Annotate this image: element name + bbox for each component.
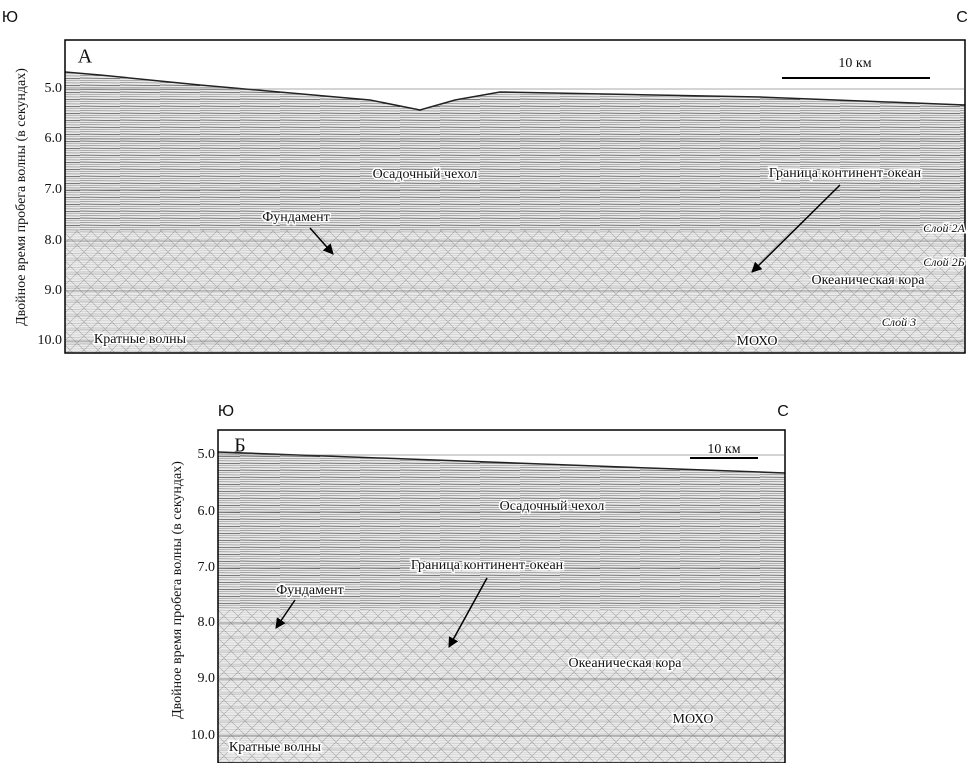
y-tick-label: 10.0	[191, 728, 216, 743]
annotation: Океаническая кора	[811, 273, 925, 288]
y-tick-label: 10.0	[38, 333, 63, 348]
direction-label: С	[956, 9, 968, 26]
annotation: Осадочный чехол	[373, 167, 478, 182]
annotation: Слой 3	[882, 315, 916, 329]
direction-label: Ю	[2, 9, 18, 26]
y-axis-label: Двойное время пробега волны (в секундах)	[170, 461, 185, 719]
y-tick-label: 7.0	[45, 182, 63, 197]
y-tick-label: 6.0	[45, 131, 63, 146]
annotation: Кратные волны	[94, 332, 187, 347]
direction-label: С	[777, 403, 789, 420]
panel-letter: Б	[234, 435, 245, 457]
y-tick-label: 5.0	[198, 447, 216, 462]
scale-label: 10 км	[838, 56, 871, 71]
annotation: Слой 2Б	[923, 255, 964, 269]
y-tick-label: 5.0	[45, 81, 63, 96]
annotation: МОХО	[673, 712, 714, 727]
seismic-basement	[65, 230, 965, 353]
y-tick-label: 6.0	[198, 504, 216, 519]
annotation: Граница континент-океан	[769, 166, 922, 181]
annotation: Кратные волны	[229, 740, 322, 755]
y-axis-label: Двойное время пробега волны (в секундах)	[14, 68, 29, 326]
y-tick-label: 7.0	[198, 560, 216, 575]
annotation: Граница континент-океан	[411, 558, 564, 573]
figure: Ю С Двойное время пробега волны (в секунда…	[0, 0, 970, 763]
direction-label: Ю	[218, 403, 234, 420]
annotation: Осадочный чехол	[500, 499, 605, 514]
scale-label: 10 км	[707, 442, 740, 457]
annotation: Слой 2А	[923, 221, 965, 235]
annotation: Океаническая кора	[568, 656, 682, 671]
annotation: Фундамент	[262, 210, 330, 225]
y-tick-label: 8.0	[45, 233, 63, 248]
y-tick-label: 9.0	[198, 671, 216, 686]
y-tick-label: 9.0	[45, 283, 63, 298]
annotation: Фундамент	[276, 583, 344, 598]
y-tick-label: 8.0	[198, 615, 216, 630]
panel-letter: А	[78, 46, 93, 68]
annotation: МОХО	[737, 334, 778, 349]
